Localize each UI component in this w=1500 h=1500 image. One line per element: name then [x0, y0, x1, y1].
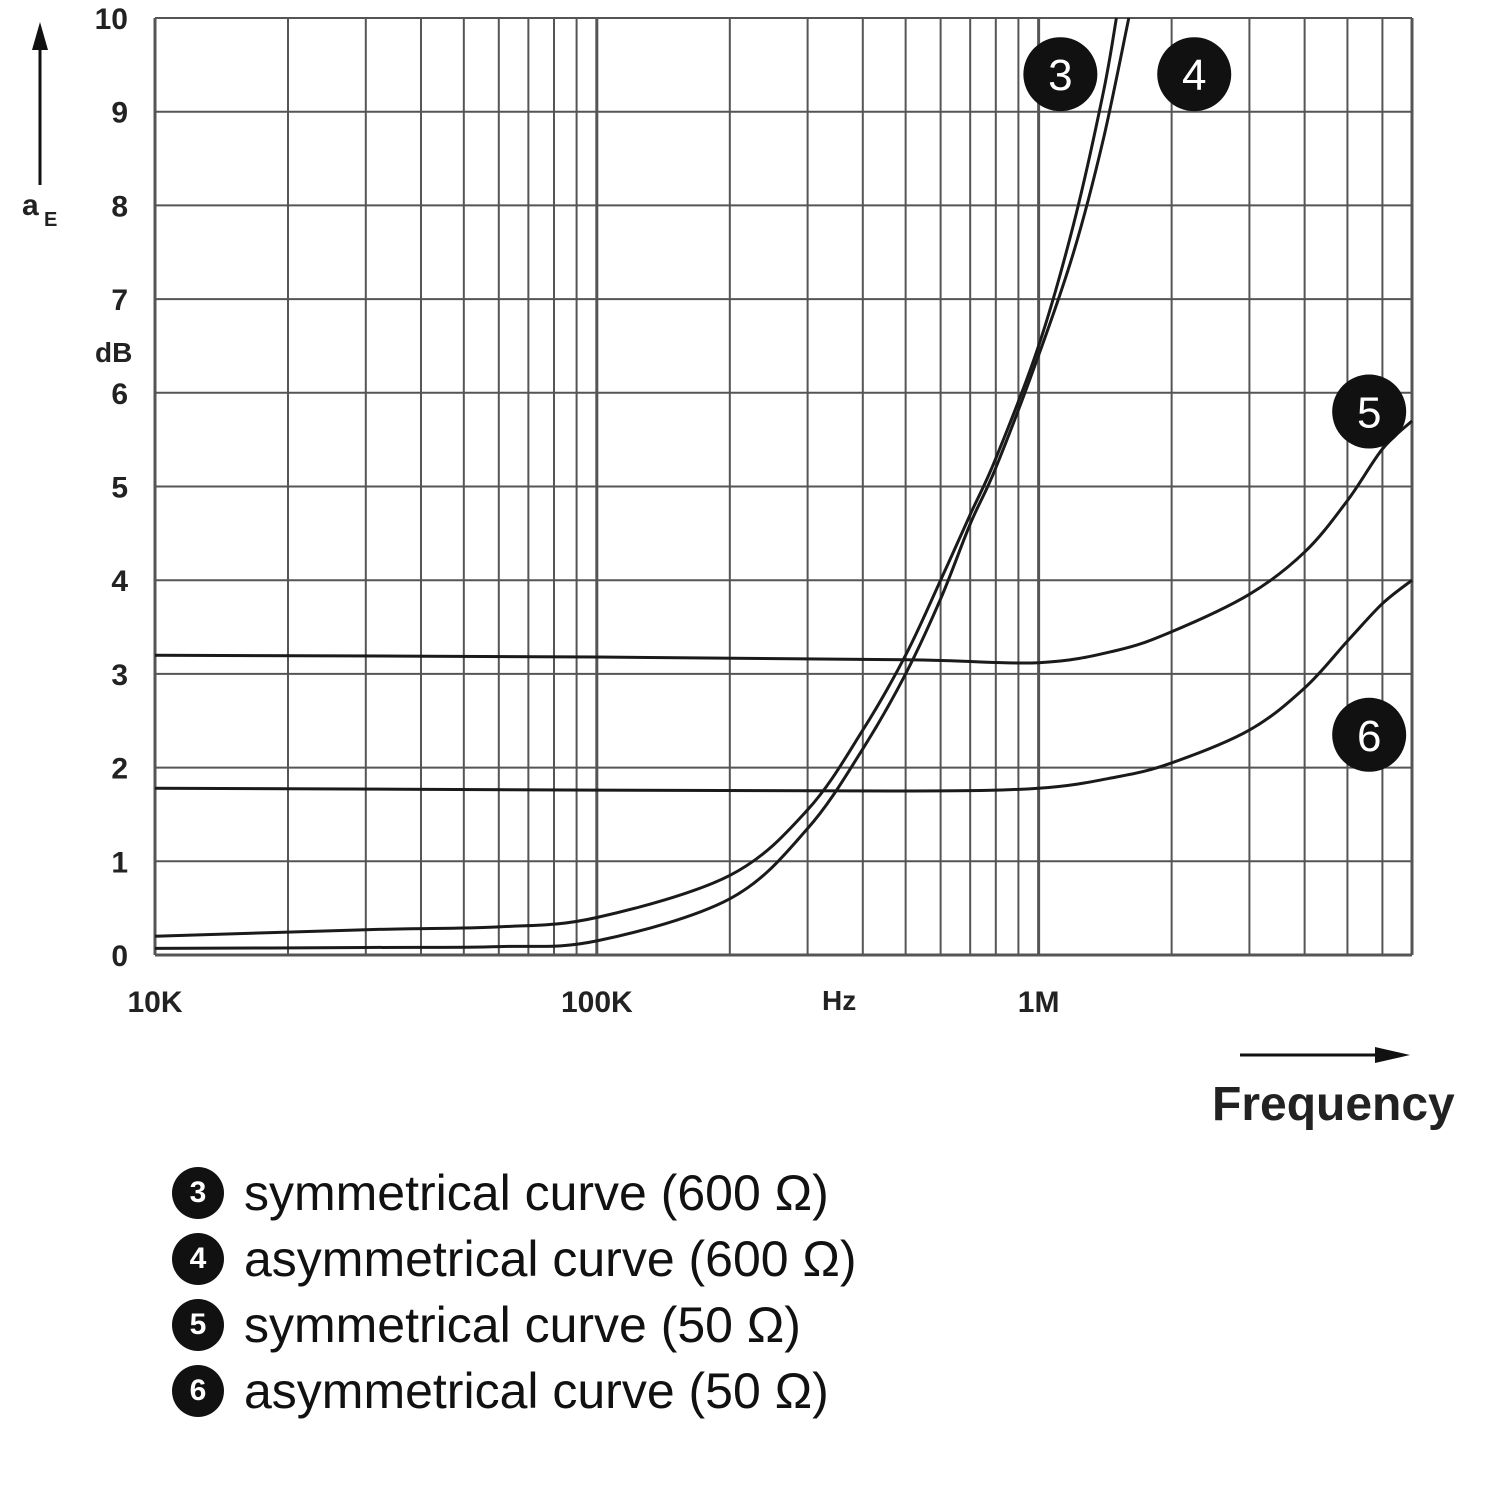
y-tick-label: 2: [111, 753, 128, 786]
curve-3-label-badge: [1023, 37, 1098, 112]
curve-6-badge-icon: 6: [172, 1365, 224, 1417]
grid: [153, 17, 1414, 957]
y-tick-label: 9: [111, 97, 128, 130]
y-axis-arrowhead: [32, 22, 48, 50]
legend-text: symmetrical curve (600 Ω): [244, 1165, 829, 1221]
x-axis-unit: Hz: [822, 985, 856, 1016]
y-tick-label: 1: [111, 846, 128, 879]
curve-5-label-badge: [1332, 374, 1407, 449]
x-tick-label: 100K: [561, 986, 633, 1019]
curve-4-badge-icon: 4: [172, 1233, 224, 1285]
legend-item-5: 5 symmetrical curve (50 Ω): [172, 1292, 857, 1358]
legend: 3 symmetrical curve (600 Ω) 4 asymmetric…: [172, 1160, 857, 1424]
legend-text: asymmetrical curve (50 Ω): [244, 1363, 829, 1419]
curve-6-label-text: 6: [1357, 712, 1381, 761]
x-axis-label: Frequency: [1212, 1078, 1455, 1131]
y-axis-label: a: [22, 189, 39, 222]
curve-3-badge-icon: 3: [172, 1167, 224, 1219]
x-axis-arrowhead: [1375, 1047, 1410, 1063]
curve-3-label-text: 3: [1048, 51, 1072, 100]
x-tick-label: 1M: [1018, 986, 1060, 1019]
legend-item-4: 4 asymmetrical curve (600 Ω): [172, 1226, 857, 1292]
y-axis-label-subscript: E: [44, 209, 57, 231]
y-tick-label: 6: [111, 378, 128, 411]
curve-5-label-text: 5: [1357, 389, 1381, 438]
legend-text: symmetrical curve (50 Ω): [244, 1297, 801, 1353]
y-tick-label: 3: [111, 659, 128, 692]
curve-labels: 3 4 5 6: [1023, 37, 1407, 772]
y-tick-label: 7: [111, 284, 128, 317]
series-line-5: [154, 419, 1414, 665]
legend-item-3: 3 symmetrical curve (600 Ω): [172, 1160, 857, 1226]
curve-4-label-badge: [1157, 37, 1232, 112]
legend-text: asymmetrical curve (600 Ω): [244, 1231, 857, 1287]
y-tick-label: 0: [111, 940, 128, 973]
y-tick-label: 5: [111, 472, 128, 505]
series-lines: [154, 17, 1414, 950]
y-tick-label: 10: [95, 3, 128, 36]
y-tick-label: 8: [111, 190, 128, 223]
legend-item-6: 6 asymmetrical curve (50 Ω): [172, 1358, 857, 1424]
x-tick-label: 10K: [127, 986, 182, 1019]
series-line-4: [154, 17, 1131, 950]
y-tick-label: 4: [111, 565, 128, 598]
curve-4-label-text: 4: [1182, 51, 1206, 100]
curve-6-label-badge: [1332, 697, 1407, 772]
series-line-3: [154, 17, 1118, 938]
y-axis-unit: dB: [95, 337, 132, 368]
tick-labels: 0 1 2 3 4 5 6 7 8 9 10 10K 100K 1M: [95, 3, 1060, 1019]
curve-5-badge-icon: 5: [172, 1299, 224, 1351]
series-line-6: [154, 579, 1413, 793]
